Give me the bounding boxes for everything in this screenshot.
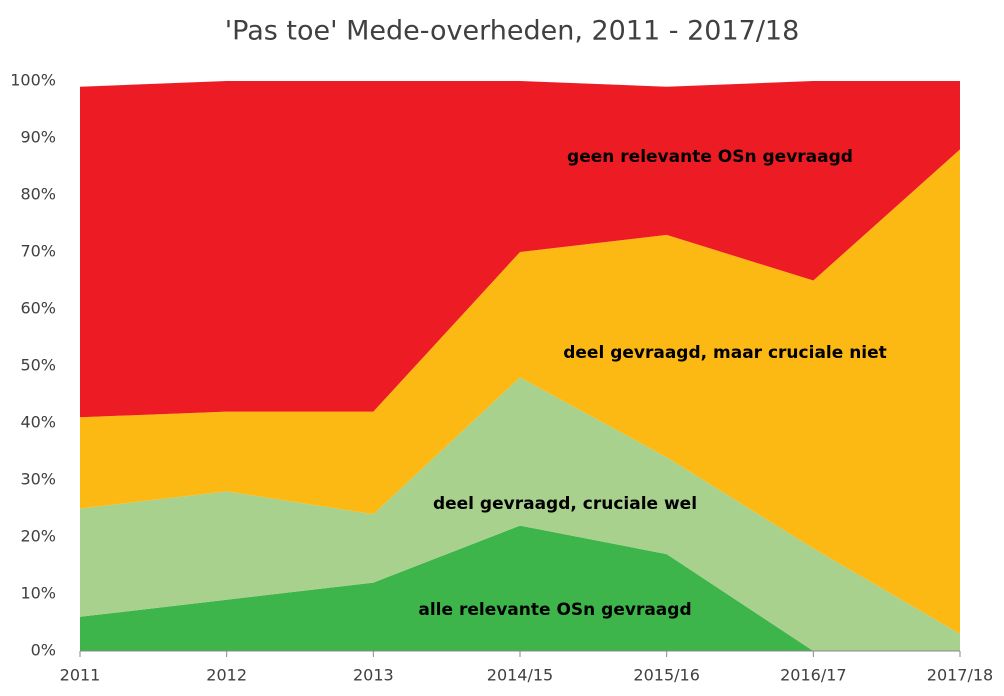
area bbox=[80, 81, 960, 418]
y-tick-label: 0% bbox=[31, 641, 56, 660]
y-tick-label: 40% bbox=[20, 413, 56, 432]
y-tick-label: 20% bbox=[20, 527, 56, 546]
y-tick-label: 90% bbox=[20, 128, 56, 147]
area bbox=[80, 149, 960, 634]
x-tick-label: 2017/18 bbox=[927, 666, 993, 685]
y-tick-label: 30% bbox=[20, 470, 56, 489]
x-tick-label: 2012 bbox=[206, 666, 247, 685]
area-label: deel gevraagd, maar cruciale niet bbox=[563, 343, 887, 363]
area-label: geen relevante OSn gevraagd bbox=[567, 147, 853, 167]
y-tick-label: 10% bbox=[20, 584, 56, 603]
area bbox=[80, 377, 960, 651]
area bbox=[80, 525, 960, 651]
y-tick-label: 50% bbox=[20, 356, 56, 375]
x-tick-label: 2013 bbox=[353, 666, 394, 685]
y-tick-label: 80% bbox=[20, 185, 56, 204]
x-tick-label: 2016/17 bbox=[780, 666, 846, 685]
x-tick-label: 2011 bbox=[60, 666, 101, 685]
x-tick-label: 2015/16 bbox=[633, 666, 699, 685]
area-label: alle relevante OSn gevraagd bbox=[418, 600, 691, 620]
area-label: deel gevraagd, cruciale wel bbox=[433, 494, 697, 514]
y-tick-label: 70% bbox=[20, 242, 56, 261]
y-tick-label: 60% bbox=[20, 299, 56, 318]
y-tick-label: 100% bbox=[10, 71, 56, 90]
x-tick-label: 2014/15 bbox=[487, 666, 553, 685]
chart-title: 'Pas toe' Mede-overheden, 2011 - 2017/18 bbox=[225, 16, 800, 47]
